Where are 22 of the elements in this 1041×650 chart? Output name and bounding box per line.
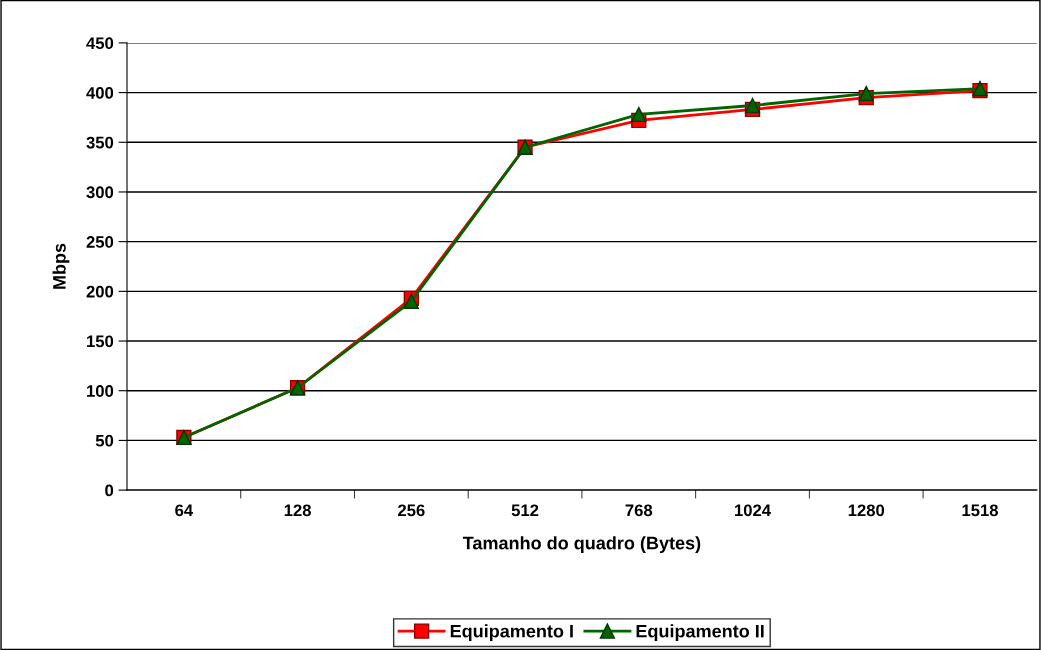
y-tick-label: 200 bbox=[86, 285, 114, 298]
legend-label: Equipamento II bbox=[636, 624, 764, 642]
y-tick-label: 350 bbox=[86, 136, 114, 149]
y-tick-label: 50 bbox=[95, 434, 114, 447]
x-tick-label: 64 bbox=[175, 504, 194, 517]
y-tick-label: 300 bbox=[86, 186, 114, 199]
x-tick-label: 128 bbox=[284, 504, 311, 517]
legend-label: Equipamento I bbox=[450, 624, 573, 642]
y-tick-label: 400 bbox=[86, 86, 114, 99]
x-tick-label: 256 bbox=[398, 504, 425, 517]
y-tick-label: 450 bbox=[86, 37, 114, 50]
x-tick-label: 768 bbox=[625, 504, 653, 517]
x-tick-label: 1024 bbox=[735, 504, 771, 517]
y-axis-title: Mbps bbox=[52, 243, 70, 289]
x-tick-label: 1518 bbox=[962, 504, 998, 517]
x-tick-label: 512 bbox=[511, 504, 539, 517]
x-axis-title: Tamanho do quadro (Bytes) bbox=[462, 536, 701, 554]
y-tick-label: 250 bbox=[86, 236, 114, 248]
y-tick-label: 150 bbox=[87, 335, 114, 348]
x-tick-label: 1280 bbox=[848, 504, 885, 517]
y-tick-label: 0 bbox=[105, 484, 114, 497]
y-tick-label: 100 bbox=[87, 385, 114, 397]
